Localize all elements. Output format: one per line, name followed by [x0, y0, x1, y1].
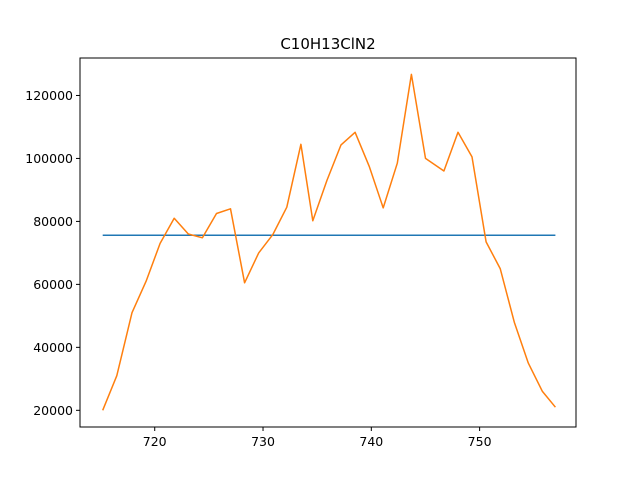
x-tick-label: 740	[359, 434, 383, 449]
y-axis: 20000 40000 60000 80000 100000 120000	[25, 88, 80, 418]
x-tick-label: 720	[143, 434, 167, 449]
y-tick-label: 80000	[33, 214, 73, 229]
x-tick-label: 730	[251, 434, 275, 449]
y-tick-label: 120000	[25, 88, 73, 103]
plot-frame	[79, 57, 577, 428]
y-tick-label: 20000	[33, 403, 73, 418]
y-tick-label: 40000	[33, 340, 73, 355]
series-line-2	[102, 73, 556, 411]
x-tick-label: 750	[468, 434, 492, 449]
series-layer	[102, 73, 556, 411]
y-tick-label: 60000	[33, 277, 73, 292]
chart-title: C10H13ClN2	[280, 35, 375, 53]
x-axis: 720 730 740 750	[143, 427, 492, 449]
y-tick-label: 100000	[25, 151, 73, 166]
